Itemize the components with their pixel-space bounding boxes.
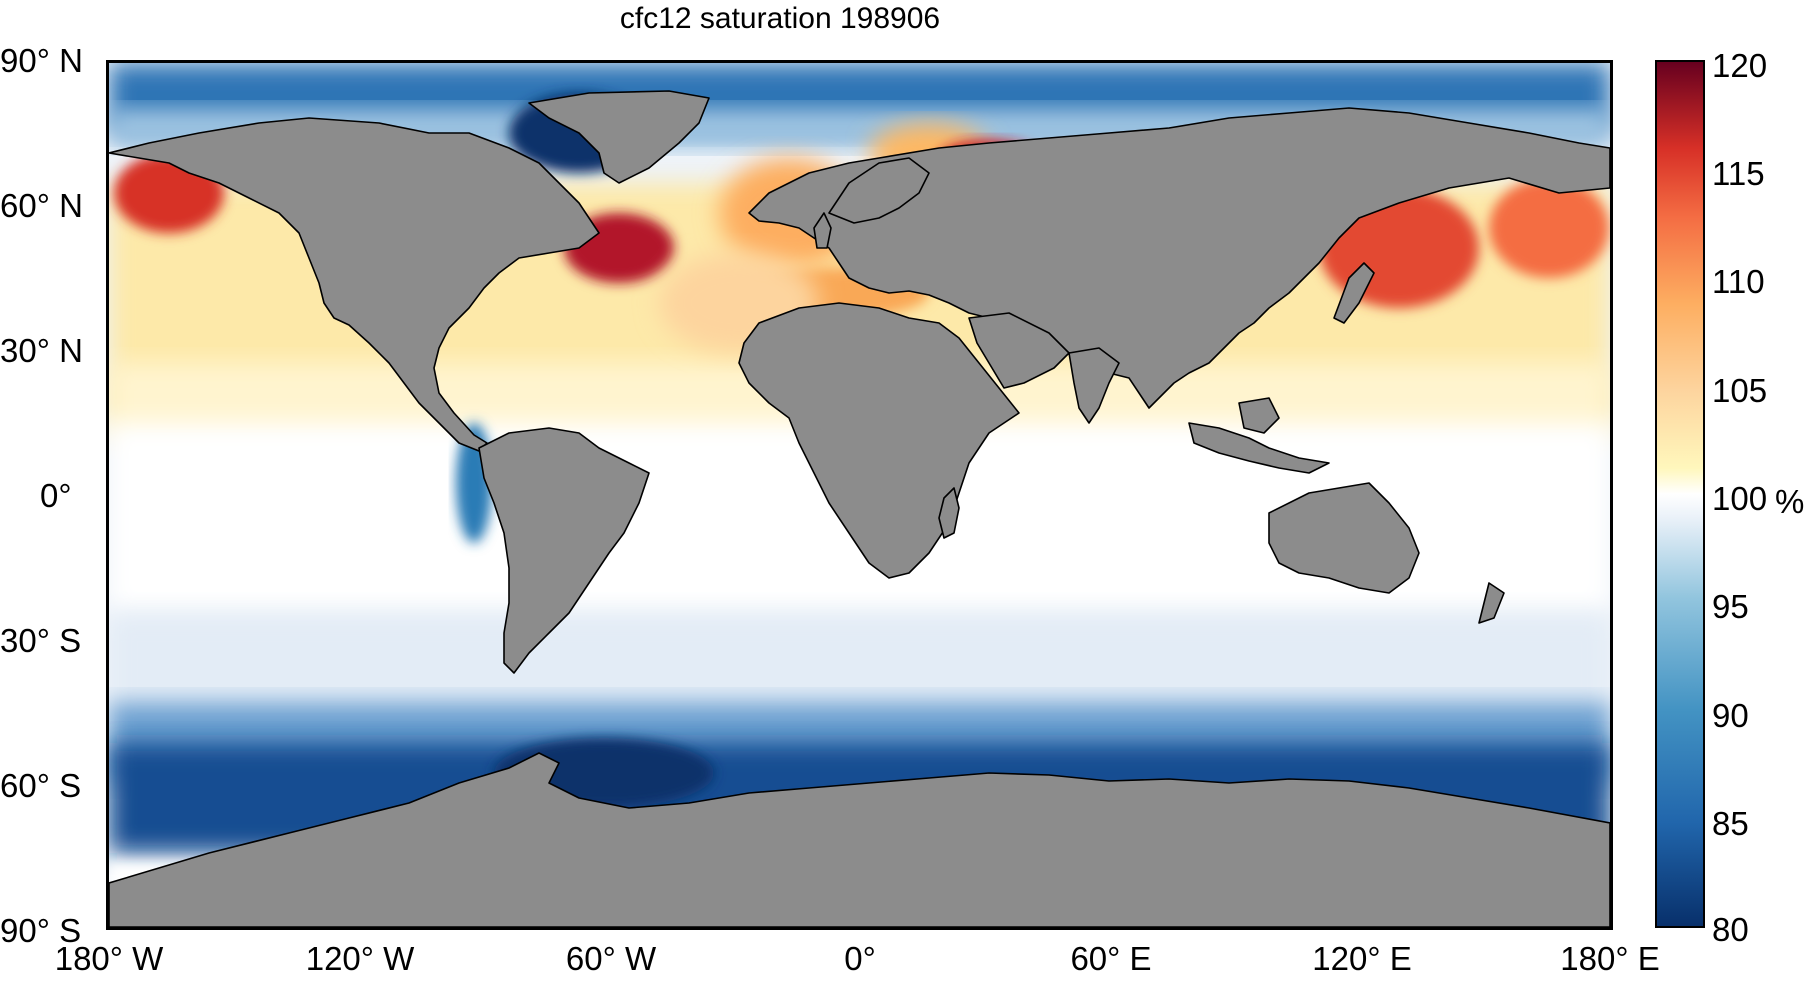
lat-label-60n: 60° N bbox=[0, 187, 83, 224]
lon-label-0: 0° bbox=[844, 940, 876, 977]
land-australia bbox=[1268, 482, 1420, 594]
colorbar-tick-110: 110 bbox=[1712, 263, 1765, 300]
land-arabia bbox=[968, 312, 1070, 389]
lon-label-180w: 180° W bbox=[54, 940, 164, 977]
colorbar-tick-85: 85 bbox=[1712, 805, 1749, 842]
land-japan bbox=[1333, 262, 1375, 324]
lon-label-60w: 60° W bbox=[565, 940, 657, 977]
lat-label-0: 0° bbox=[40, 477, 72, 514]
land bbox=[109, 90, 1610, 927]
land-borneo bbox=[1238, 397, 1280, 434]
land-uk bbox=[813, 212, 832, 249]
colorbar-gradient bbox=[1657, 62, 1703, 926]
lat-label-30s: 30° S bbox=[0, 622, 82, 659]
land-south-america bbox=[478, 427, 650, 674]
lat-label-90s: 90° S bbox=[0, 912, 82, 949]
lat-label-90n: 90° N bbox=[0, 42, 83, 79]
map-title: cfc12 saturation 198906 bbox=[619, 2, 941, 35]
saturation-map bbox=[109, 63, 1610, 927]
colorbar-tick-105: 105 bbox=[1712, 372, 1768, 409]
lon-label-60e: 60° E bbox=[1070, 940, 1152, 977]
lon-label-120w: 120° W bbox=[305, 940, 415, 977]
land-madagascar bbox=[938, 487, 960, 539]
land-eurasia bbox=[748, 107, 1610, 409]
lat-label-60s: 60° S bbox=[0, 767, 82, 804]
land-indonesia bbox=[1188, 422, 1330, 474]
colorbar-tick-95: 95 bbox=[1712, 588, 1749, 625]
lon-label-120e: 120° E bbox=[1312, 940, 1412, 977]
colorbar-tick-115: 115 bbox=[1712, 155, 1765, 192]
lat-label-30n: 30° N bbox=[0, 332, 83, 369]
colorbar-tick-120: 120 bbox=[1712, 47, 1768, 84]
map-panel[interactable] bbox=[106, 60, 1613, 930]
land-north-america bbox=[109, 117, 600, 452]
land-india bbox=[1068, 347, 1120, 424]
land-greenland bbox=[528, 90, 710, 184]
land-scandinavia bbox=[828, 157, 930, 224]
colorbar-tick-100: 100 bbox=[1712, 480, 1768, 517]
land-new-zealand bbox=[1478, 582, 1505, 624]
colorbar-tick-80: 80 bbox=[1712, 911, 1749, 948]
lon-label-180e: 180° E bbox=[1560, 940, 1660, 977]
colorbar bbox=[1655, 60, 1705, 928]
colorbar-tick-90: 90 bbox=[1712, 697, 1749, 734]
colorbar-unit: % bbox=[1775, 483, 1805, 520]
land-antarctica bbox=[109, 752, 1610, 927]
